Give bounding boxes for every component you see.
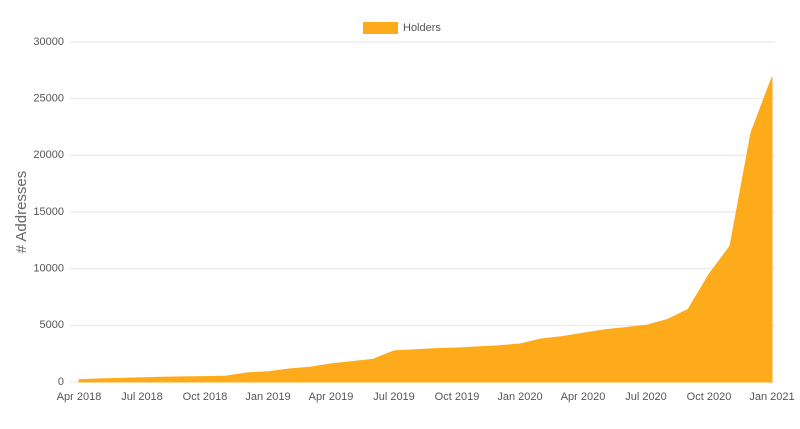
y-tick-label: 10000 — [33, 263, 64, 275]
y-tick-label: 0 — [58, 376, 64, 388]
y-tick-label: 30000 — [33, 36, 64, 48]
x-tick-label: Apr 2020 — [561, 391, 606, 403]
x-tick-label: Oct 2018 — [183, 391, 228, 403]
legend-label: Holders — [403, 22, 441, 34]
x-tick-label: Jan 2021 — [749, 391, 794, 403]
legend-swatch — [363, 22, 398, 34]
x-tick-label: Jan 2020 — [497, 391, 542, 403]
x-tick-label: Apr 2018 — [57, 391, 102, 403]
y-tick-label: 20000 — [33, 149, 64, 161]
y-tick-label: 25000 — [33, 93, 64, 105]
x-tick-label: Oct 2019 — [435, 391, 480, 403]
x-tick-label: Oct 2020 — [687, 391, 732, 403]
y-tick-label: 15000 — [33, 206, 64, 218]
x-tick-label: Jul 2020 — [625, 391, 667, 403]
y-axis-title: # Addresses — [13, 171, 30, 254]
y-tick-label: 5000 — [40, 319, 64, 331]
x-tick-label: Apr 2019 — [309, 391, 354, 403]
x-tick-label: Jul 2018 — [121, 391, 163, 403]
x-tick-label: Jul 2019 — [373, 391, 415, 403]
area — [78, 76, 773, 383]
x-tick-label: Jan 2019 — [245, 391, 290, 403]
